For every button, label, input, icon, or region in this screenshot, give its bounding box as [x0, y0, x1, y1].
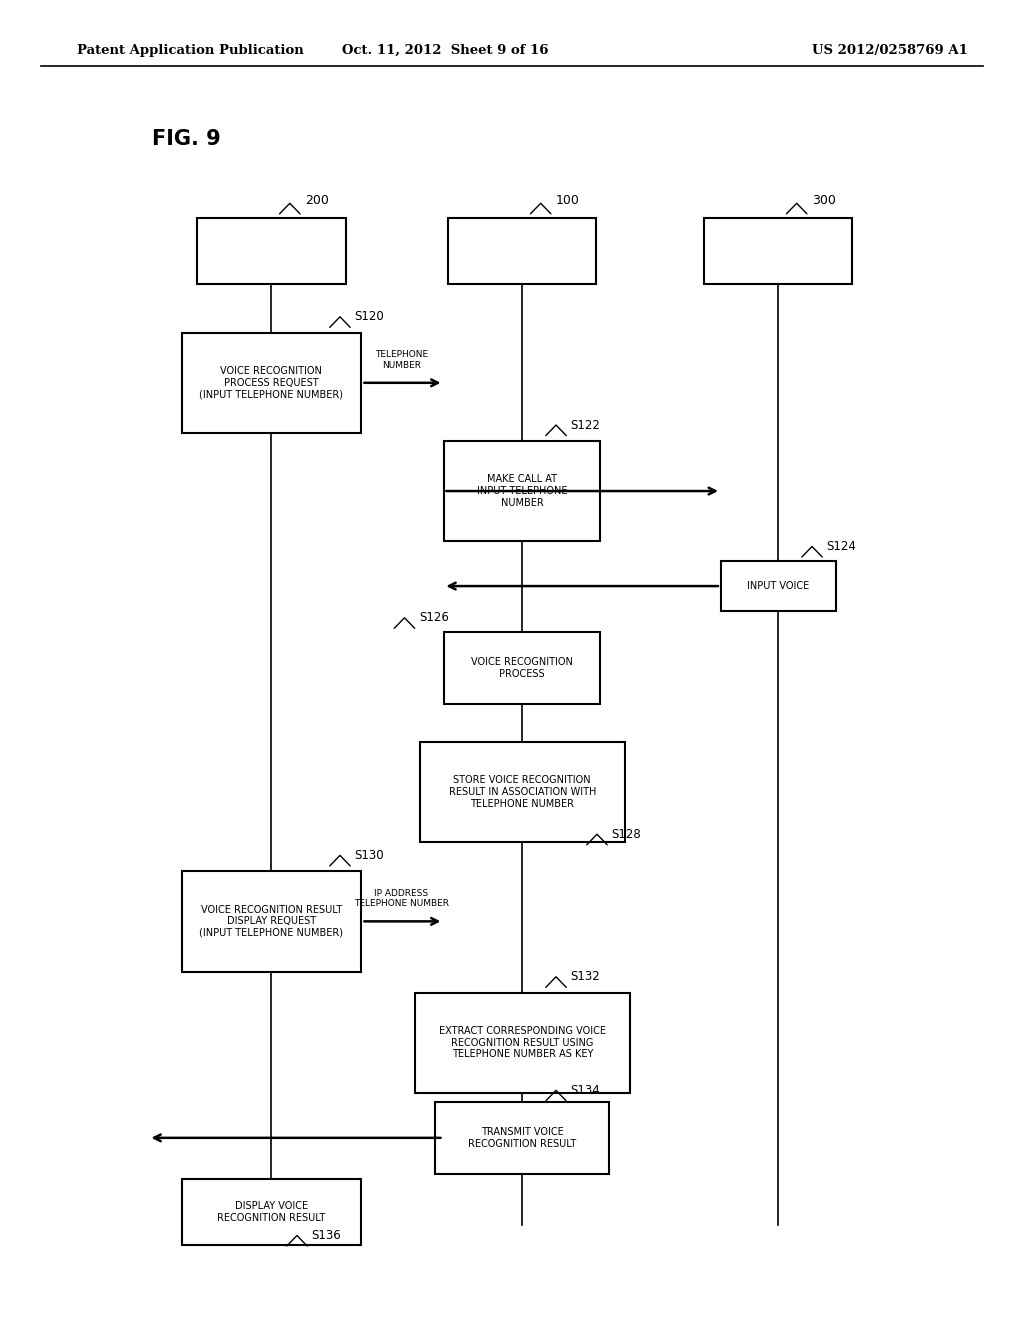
FancyBboxPatch shape — [444, 632, 600, 705]
Text: EXTRACT CORRESPONDING VOICE
RECOGNITION RESULT USING
TELEPHONE NUMBER AS KEY: EXTRACT CORRESPONDING VOICE RECOGNITION … — [438, 1026, 606, 1060]
Text: VOICE RECOGNITION
PROCESS REQUEST
(INPUT TELEPHONE NUMBER): VOICE RECOGNITION PROCESS REQUEST (INPUT… — [200, 366, 343, 400]
Text: S122: S122 — [570, 418, 600, 432]
Text: Oct. 11, 2012  Sheet 9 of 16: Oct. 11, 2012 Sheet 9 of 16 — [342, 44, 549, 57]
FancyBboxPatch shape — [415, 993, 630, 1093]
Text: S132: S132 — [570, 970, 600, 983]
Text: DISPLAY VOICE
RECOGNITION RESULT: DISPLAY VOICE RECOGNITION RESULT — [217, 1201, 326, 1222]
Text: MAKE CALL AT
INPUT TELEPHONE
NUMBER: MAKE CALL AT INPUT TELEPHONE NUMBER — [477, 474, 567, 508]
FancyBboxPatch shape — [435, 1101, 609, 1175]
FancyBboxPatch shape — [420, 742, 625, 842]
Text: 100: 100 — [556, 194, 580, 207]
Text: FIRST USER
TERMINAL DEVICE: FIRST USER TERMINAL DEVICE — [224, 240, 318, 261]
Text: FIG. 9: FIG. 9 — [152, 128, 220, 149]
Text: STORE VOICE RECOGNITION
RESULT IN ASSOCIATION WITH
TELEPHONE NUMBER: STORE VOICE RECOGNITION RESULT IN ASSOCI… — [449, 775, 596, 809]
FancyBboxPatch shape — [449, 218, 596, 284]
FancyBboxPatch shape — [721, 561, 836, 611]
Text: S120: S120 — [354, 310, 384, 323]
Text: Patent Application Publication: Patent Application Publication — [77, 44, 303, 57]
Text: S130: S130 — [354, 849, 384, 862]
Text: IP ADDRESS
TELEPHONE NUMBER: IP ADDRESS TELEPHONE NUMBER — [354, 888, 449, 908]
Text: VOICE RECOGNITION RESULT
DISPLAY REQUEST
(INPUT TELEPHONE NUMBER): VOICE RECOGNITION RESULT DISPLAY REQUEST… — [200, 904, 343, 939]
FancyBboxPatch shape — [182, 871, 361, 972]
FancyBboxPatch shape — [182, 1179, 361, 1245]
Text: 200: 200 — [305, 194, 329, 207]
Text: US 2012/0258769 A1: US 2012/0258769 A1 — [812, 44, 968, 57]
FancyBboxPatch shape — [197, 218, 346, 284]
FancyBboxPatch shape — [444, 441, 600, 541]
Text: VOICE INPUT SYSTEM: VOICE INPUT SYSTEM — [467, 246, 578, 256]
Text: TRANSMIT VOICE
RECOGNITION RESULT: TRANSMIT VOICE RECOGNITION RESULT — [468, 1127, 577, 1148]
FancyBboxPatch shape — [182, 333, 361, 433]
Text: VOICE RECOGNITION
PROCESS: VOICE RECOGNITION PROCESS — [471, 657, 573, 678]
Text: INPUT VOICE: INPUT VOICE — [748, 581, 809, 591]
Text: S124: S124 — [826, 540, 856, 553]
Text: S126: S126 — [419, 611, 449, 624]
FancyBboxPatch shape — [705, 218, 852, 284]
Text: TELEPHONE
NUMBER: TELEPHONE NUMBER — [375, 350, 428, 370]
Text: 300: 300 — [812, 194, 836, 207]
Text: TELEPHONE
TERMINAL: TELEPHONE TERMINAL — [748, 240, 809, 261]
Text: S134: S134 — [570, 1084, 600, 1097]
Text: S128: S128 — [611, 828, 641, 841]
Text: S136: S136 — [311, 1229, 341, 1242]
